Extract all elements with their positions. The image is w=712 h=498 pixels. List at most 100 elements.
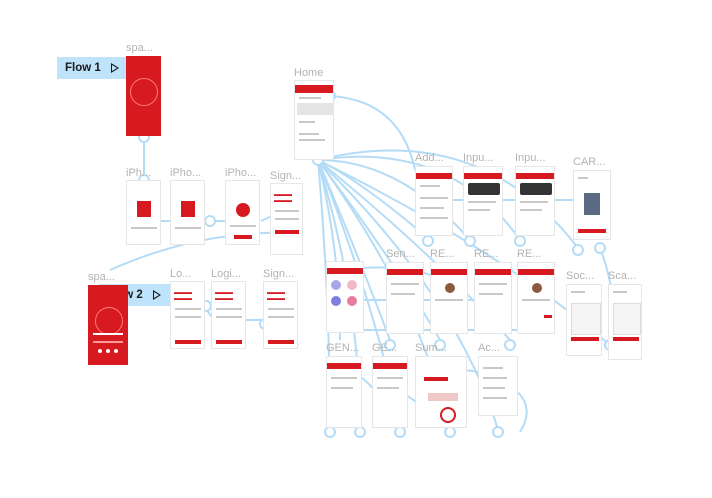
- illustration: [584, 193, 600, 215]
- connector-line[interactable]: [329, 95, 416, 171]
- frame-label-iphone-3[interactable]: iPho...: [225, 167, 257, 179]
- frame-signup-2[interactable]: ▬▬▬ ▬▬▬: [263, 281, 298, 349]
- summary-button: [424, 377, 448, 381]
- home-header: [295, 85, 333, 93]
- scan-area: [571, 303, 601, 335]
- connector-handle[interactable]: [594, 242, 606, 254]
- frame-sca[interactable]: [608, 284, 642, 360]
- frame-label-login-2[interactable]: Logi...: [211, 268, 241, 280]
- frame-input-1[interactable]: [463, 166, 503, 236]
- login-button: [175, 340, 201, 344]
- text-line: [420, 217, 448, 219]
- frame-iphone-2[interactable]: [170, 180, 205, 245]
- frame-login-2[interactable]: ▬▬▬ ▬▬▬: [211, 281, 246, 349]
- frame-home[interactable]: [294, 80, 334, 160]
- scan-button: [613, 337, 639, 341]
- signup-heading: ▬▬▬ ▬▬▬: [274, 192, 292, 204]
- frame-label-home[interactable]: Home: [294, 67, 324, 79]
- frame-label-signup-2[interactable]: Sign...: [263, 268, 295, 280]
- login-button: [216, 340, 242, 344]
- frame-label-soc[interactable]: Soc...: [566, 270, 595, 282]
- frame-rec-1[interactable]: [430, 262, 468, 334]
- connector-handle[interactable]: [492, 426, 504, 438]
- frame-label-gen-2[interactable]: GE...: [372, 342, 398, 354]
- connector-handle[interactable]: [514, 235, 526, 247]
- frame-splash-1[interactable]: [126, 56, 161, 136]
- credit-card: [520, 183, 552, 195]
- frame-header: [518, 269, 554, 275]
- connector-handle[interactable]: [354, 426, 366, 438]
- frame-soc[interactable]: [566, 284, 602, 356]
- frame-card[interactable]: [573, 170, 611, 240]
- text-line: [331, 377, 357, 379]
- signup-button: [268, 340, 294, 344]
- signup-field: [275, 210, 299, 212]
- connector-handle[interactable]: [204, 215, 216, 227]
- frame-label-acc[interactable]: Ac...: [478, 342, 501, 354]
- frame-login-1[interactable]: ▬▬▬ ▬▬▬: [170, 281, 205, 349]
- frame-label-rec-2[interactable]: RE...: [474, 248, 499, 260]
- frame-label-splash-2[interactable]: spa...: [88, 271, 115, 283]
- connector-handle[interactable]: [324, 426, 336, 438]
- frame-label-splash-1[interactable]: spa...: [126, 42, 153, 54]
- frame-label-login-1[interactable]: Lo...: [170, 268, 192, 280]
- connector-handle[interactable]: [444, 426, 456, 438]
- connector-handle[interactable]: [572, 244, 584, 256]
- frame-splash-2[interactable]: [88, 285, 128, 365]
- frame-label-iphone-1[interactable]: iPh...: [126, 167, 152, 179]
- frame-label-input-1[interactable]: Inpu...: [463, 152, 494, 164]
- login-field: [175, 316, 201, 318]
- connector-handle[interactable]: [394, 426, 406, 438]
- frame-label-card[interactable]: CAR...: [573, 156, 606, 168]
- frame-add[interactable]: [415, 166, 453, 236]
- frame-label-sca[interactable]: Sca...: [608, 270, 637, 282]
- connector-handle[interactable]: [504, 339, 516, 351]
- play-icon[interactable]: [110, 63, 119, 73]
- frame-label-gen-1[interactable]: GEN...: [326, 342, 360, 354]
- text-line: [420, 185, 440, 187]
- avatar: [347, 280, 357, 290]
- text-line: [391, 283, 419, 285]
- frame-label-signup-1[interactable]: Sign...: [270, 170, 302, 182]
- frame-header: [387, 269, 423, 275]
- social-icon: [98, 349, 102, 353]
- connector-line[interactable]: [317, 159, 471, 241]
- frame-rec-2[interactable]: [474, 262, 512, 334]
- text-line: [420, 207, 444, 209]
- play-icon[interactable]: [152, 290, 161, 300]
- frame-send[interactable]: [386, 262, 424, 334]
- social-icon: [106, 349, 110, 353]
- frame-label-send[interactable]: Sen...: [386, 248, 415, 260]
- frame-acc[interactable]: [478, 356, 518, 416]
- connector-handle[interactable]: [422, 235, 434, 247]
- frame-signup-1[interactable]: ▬▬▬ ▬▬▬: [270, 183, 303, 255]
- login-heading: ▬▬▬ ▬▬▬: [174, 290, 192, 302]
- signup-field: [268, 308, 294, 310]
- connector-handle[interactable]: [384, 339, 396, 351]
- frame-middle-1[interactable]: [326, 261, 364, 333]
- connector-handle[interactable]: [464, 235, 476, 247]
- frame-sum[interactable]: [415, 356, 467, 428]
- frame-label-input-2[interactable]: Inpu...: [515, 152, 546, 164]
- avatar: [331, 296, 341, 306]
- frame-gen-2[interactable]: [372, 356, 408, 428]
- frame-iphone-3[interactable]: [225, 180, 260, 245]
- text-line: [571, 291, 585, 293]
- frame-rec-3[interactable]: [517, 262, 555, 334]
- frame-gen-1[interactable]: [326, 356, 362, 428]
- text-line: [520, 209, 542, 211]
- frame-input-2[interactable]: [515, 166, 555, 236]
- frame-label-sum[interactable]: Sum...: [415, 342, 447, 354]
- frame-header: [431, 269, 467, 275]
- text-line: [468, 201, 496, 203]
- avatar: [331, 280, 341, 290]
- frame-label-add[interactable]: Add...: [415, 152, 444, 164]
- connector-handle[interactable]: [434, 339, 446, 351]
- frame-label-iphone-2[interactable]: iPho...: [170, 167, 202, 179]
- frame-iphone-1[interactable]: [126, 180, 161, 245]
- frame-label-rec-3[interactable]: RE...: [517, 248, 542, 260]
- frame-label-rec-1[interactable]: RE...: [430, 248, 455, 260]
- flow-1-start[interactable]: Flow 1: [57, 57, 127, 79]
- signup-heading: ▬▬▬ ▬▬▬: [267, 290, 285, 302]
